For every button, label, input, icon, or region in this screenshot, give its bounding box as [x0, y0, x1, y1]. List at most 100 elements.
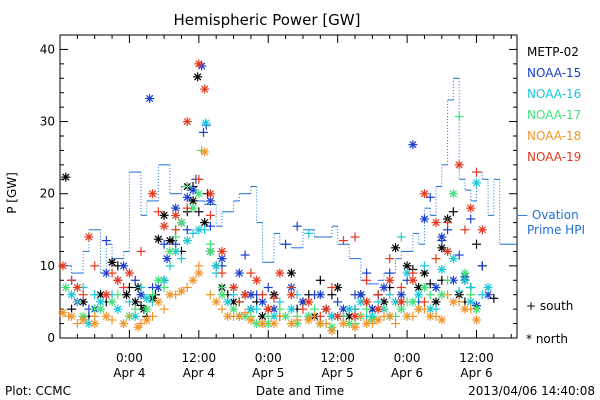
south-point: [90, 261, 100, 271]
point-stroke: [154, 298, 162, 306]
point-stroke: [247, 316, 255, 324]
point-stroke: [200, 85, 209, 93]
point-stroke: [264, 319, 272, 328]
north-point: [153, 234, 163, 244]
north-point: [162, 254, 172, 264]
south-point: [217, 304, 227, 314]
legend: METP-02 NOAA-15 NOAA-16 NOAA-17 NOAA-18 NOAA-…: [516, 45, 585, 346]
point-stroke: [125, 269, 134, 277]
point-stroke: [134, 323, 142, 331]
y-tick-label: 30: [40, 115, 55, 129]
series-noaa-16: [67, 118, 493, 329]
point-stroke: [316, 291, 324, 299]
point-stroke: [166, 247, 174, 256]
south-point: [182, 182, 192, 191]
north-point: [431, 297, 441, 307]
point-stroke: [206, 190, 215, 198]
point-stroke: [287, 305, 296, 313]
point-stroke: [79, 316, 87, 324]
point-stroke: [218, 255, 226, 263]
north-point: [391, 243, 401, 253]
south-point: [396, 232, 406, 242]
x-tick-date: Apr 6: [460, 366, 492, 380]
south-point: [391, 319, 401, 329]
x-tick-time: 12:00: [182, 351, 217, 365]
point-stroke: [108, 298, 116, 306]
south-point: [350, 232, 360, 242]
south-point: [148, 290, 158, 300]
north-point: [107, 297, 117, 307]
north-point: [286, 290, 296, 300]
south-point: [263, 283, 273, 292]
south-point: [217, 268, 227, 278]
south-point: [396, 283, 406, 292]
south-point: [205, 290, 215, 300]
north-point: [229, 283, 239, 292]
point-stroke: [420, 283, 429, 292]
point-stroke: [166, 236, 174, 245]
south-point: [234, 297, 244, 307]
point-stroke: [189, 276, 197, 284]
north-point: [182, 117, 192, 127]
north-point: [437, 315, 447, 325]
point-stroke: [206, 247, 215, 256]
point-stroke: [391, 298, 400, 306]
north-point: [72, 283, 82, 292]
point-stroke: [258, 298, 267, 306]
north-point: [315, 319, 325, 329]
south-point: [198, 127, 208, 137]
point-stroke: [247, 305, 255, 313]
point-stroke: [299, 298, 307, 306]
south-point: [472, 167, 482, 177]
south-point: [107, 268, 117, 278]
point-stroke: [154, 276, 162, 284]
north-point: [419, 189, 429, 199]
point-stroke: [148, 190, 157, 198]
symbol-key-north: * north: [526, 332, 568, 346]
point-stroke: [420, 269, 429, 277]
south-point: [182, 203, 192, 213]
south-point: [72, 297, 82, 307]
point-stroke: [461, 276, 469, 284]
north-point: [84, 232, 94, 242]
south-point: [419, 297, 429, 307]
point-stroke: [397, 291, 405, 299]
north-point: [460, 268, 470, 278]
north-point: [419, 214, 429, 224]
north-point: [153, 275, 163, 285]
north-point: [321, 304, 331, 314]
north-point: [142, 293, 152, 303]
point-stroke: [362, 298, 371, 306]
south-point: [443, 275, 453, 285]
north-point: [122, 290, 132, 300]
point-stroke: [258, 312, 267, 320]
north-point: [61, 283, 71, 292]
point-stroke: [345, 319, 353, 328]
point-stroke: [287, 291, 296, 299]
point-stroke: [345, 312, 353, 320]
point-stroke: [154, 235, 162, 243]
point-stroke: [172, 211, 180, 219]
north-point: [454, 160, 464, 170]
north-point: [217, 290, 227, 300]
north-point: [414, 290, 424, 300]
north-point: [263, 304, 273, 314]
y-tick-label: 10: [40, 259, 55, 273]
north-point: [437, 290, 447, 300]
south-point: [373, 290, 383, 300]
north-point: [373, 315, 383, 325]
x-tick-time: 12:00: [459, 351, 494, 365]
point-stroke: [345, 305, 353, 313]
north-point: [142, 315, 152, 325]
point-stroke: [120, 262, 128, 270]
point-stroke: [85, 233, 93, 241]
point-stroke: [316, 319, 324, 328]
point-stroke: [160, 276, 168, 284]
point-stroke: [287, 269, 296, 277]
point-stroke: [467, 204, 475, 212]
point-stroke: [166, 291, 174, 299]
point-stroke: [137, 291, 145, 299]
point-stroke: [397, 305, 405, 313]
point-stroke: [432, 298, 440, 306]
point-stroke: [374, 305, 382, 313]
